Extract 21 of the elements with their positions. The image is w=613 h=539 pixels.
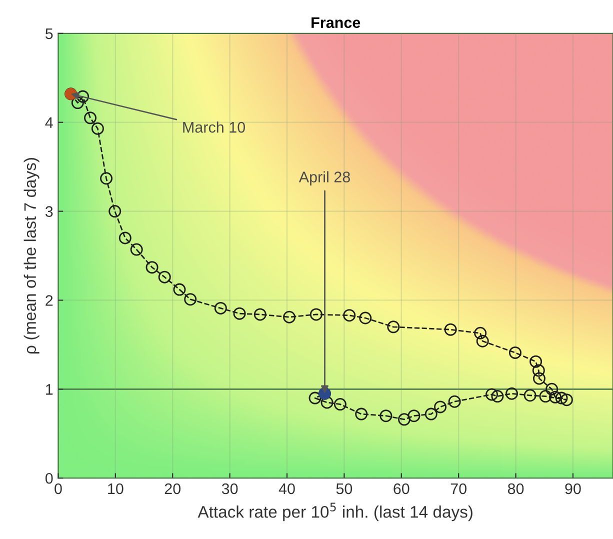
x-tick-label: 70: [450, 483, 466, 494]
x-axis-title: Attack rate per 10$^{5}$ inh. (last 14 days): [198, 502, 472, 522]
annotation: March 10: [183, 121, 246, 133]
y-tick-label: 5: [45, 28, 53, 40]
x-tick-label: 90: [565, 483, 581, 494]
x-tick-label: 0: [54, 483, 62, 494]
x-tick-label: 40: [278, 483, 295, 494]
y-tick-label: 4: [45, 117, 53, 128]
x-tick-label: 20: [164, 483, 181, 494]
y-tick-label: 0: [45, 472, 53, 484]
chart-title: France: [312, 17, 360, 28]
annotation: April 28: [298, 171, 350, 186]
y-tick-label: 1: [46, 384, 53, 395]
x-tick-label: 50: [336, 483, 352, 494]
y-axis-title: ρ (mean of the last 7 days): [24, 158, 40, 354]
x-tick-label: 80: [508, 483, 524, 494]
x-tick-label: 10: [108, 483, 124, 494]
y-tick-label: 3: [45, 206, 53, 217]
x-tick-label: 30: [222, 483, 238, 494]
y-tick-label: 2: [46, 295, 53, 306]
x-tick-label: 60: [394, 483, 410, 494]
